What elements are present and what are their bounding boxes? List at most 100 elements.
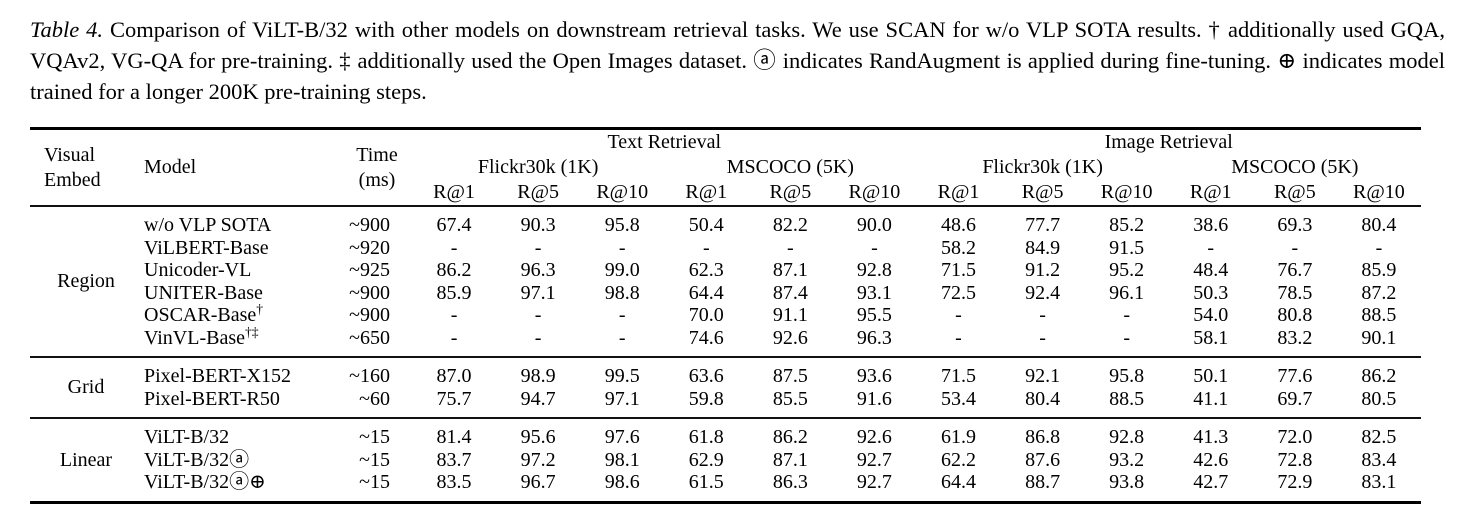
metric-value: 86.2 [436, 259, 472, 281]
metric-label: R@10 [1100, 181, 1153, 203]
metric-value: 95.6 [520, 426, 556, 448]
metric-value: 96.3 [856, 326, 892, 349]
group-header-row: Visual Embed Model Time (ms) Text Retrieva… [30, 129, 1421, 191]
metric-value: 92.6 [772, 326, 808, 349]
metric-label: R@5 [769, 181, 812, 203]
metric-value: 95.5 [856, 304, 892, 326]
metric-value: 88.7 [1025, 471, 1061, 493]
metric-value: 58.2 [941, 236, 976, 259]
model-row: ViLBERT-Base ~920 - - - - - - 58.2 84.9 91.5 - - - [30, 237, 1421, 260]
metric-value: 96.7 [520, 471, 556, 493]
metric-value: 86.2 [1361, 365, 1397, 387]
metric-label: R@5 [1021, 181, 1064, 203]
metric-value: 76.7 [1277, 259, 1313, 281]
metric-label: R@1 [433, 181, 475, 203]
metric-value: 62.2 [941, 448, 976, 471]
metric-value: 63.6 [688, 365, 724, 387]
inference-time: ~15 [359, 471, 390, 493]
metric-value: 80.8 [1277, 304, 1313, 326]
metric-value: 83.7 [436, 448, 472, 471]
model-row: ViLT-B/32ⓐ ~15 83.7 97.2 98.1 62.9 87.1 92.7 62.… [30, 449, 1421, 472]
metric-value: 95.8 [604, 214, 640, 236]
metric-value: 75.7 [436, 387, 472, 410]
metric-value: 62.9 [688, 448, 724, 471]
visual-embed-header-line1: Visual [44, 143, 96, 166]
model-row: VinVL-Base†‡ ~650 - - - 74.6 92.6 96.3 - - - 58.1 83… [30, 323, 1421, 358]
metric-label: R@10 [1353, 181, 1405, 203]
metric-value: 72.8 [1277, 448, 1313, 471]
metric-value: 50.3 [1193, 281, 1229, 304]
metric-value: 91.5 [1109, 236, 1145, 259]
model-row: Pixel-BERT-R50 ~60 75.7 94.7 97.1 59.8 85.5 91.… [30, 388, 1421, 419]
metric-value: 90.1 [1361, 326, 1397, 349]
model-name: VinVL-Base†‡ [144, 323, 259, 349]
metric-value: 80.4 [1025, 387, 1061, 410]
metric-value: 80.4 [1361, 214, 1397, 236]
metric-value: 38.6 [1193, 214, 1229, 236]
metric-value: 87.2 [1361, 281, 1397, 304]
inference-time: ~160 [349, 365, 390, 387]
metric-value: 83.1 [1361, 471, 1397, 493]
metric-value: 78.5 [1277, 281, 1313, 304]
metric-value: 85.5 [772, 387, 808, 410]
model-row: Grid Pixel-BERT-X152 ~160 87.0 98.9 99.5 63.6 8… [30, 357, 1421, 398]
model-row: Unicoder-VL ~925 86.2 96.3 99.0 62.3 87.1 92.8 7… [30, 259, 1421, 282]
metric-value: - [450, 326, 458, 349]
metric-value: 71.5 [941, 259, 976, 281]
metric-value: 99.0 [604, 259, 640, 281]
inference-time: ~900 [349, 281, 390, 304]
embed-group-linear: Linear ViLT-B/32 ~15 81.4 95.6 97.6 61.8 86.2 92… [30, 418, 1421, 502]
metric-value: 97.1 [520, 281, 556, 304]
metric-value: - [955, 326, 962, 349]
caption-label: Table 4. [30, 17, 103, 42]
table-header: Visual Embed Model Time (ms) Text Retrieva… [30, 129, 1421, 206]
metric-value: 88.5 [1361, 304, 1397, 326]
metric-value: 69.7 [1277, 387, 1313, 410]
visual-embed-header-line2: Embed [44, 168, 101, 191]
metric-value: - [1207, 236, 1215, 259]
metric-value: 83.4 [1361, 448, 1397, 471]
metric-value: 72.0 [1277, 426, 1313, 448]
metric-label: R@10 [596, 181, 649, 203]
metric-value: 86.2 [772, 426, 808, 448]
metric-value: 97.2 [520, 448, 556, 471]
metric-value: 84.9 [1025, 236, 1061, 259]
metric-value: 98.6 [604, 471, 640, 493]
inference-time: ~60 [359, 387, 390, 410]
metric-value: 86.8 [1025, 426, 1061, 448]
metric-value: - [787, 236, 794, 259]
results-table-container: Visual Embed Model Time (ms) Text Retrieva… [30, 127, 1421, 504]
visual-embed-label: Region [57, 270, 115, 293]
metric-value: 90.3 [520, 214, 556, 236]
model-footnote-marker: †‡ [245, 323, 259, 339]
metric-value: 93.2 [1109, 448, 1145, 471]
metric-value: 59.8 [688, 387, 724, 410]
metric-value: 77.6 [1277, 365, 1313, 387]
model-row: OSCAR-Base† ~900 - - - 70.0 91.1 95.5 - - - 54.0 80.… [30, 302, 1421, 327]
metric-value: 92.8 [1109, 426, 1145, 448]
inference-time: ~15 [359, 448, 390, 471]
results-table: Visual Embed Model Time (ms) Text Retrieva… [30, 127, 1421, 504]
tr-flickr30k-header: Flickr30k (1K) [477, 156, 599, 178]
metric-value: 81.4 [436, 426, 472, 448]
model-name: w/o VLP SOTA [144, 214, 272, 236]
inference-time: ~650 [349, 326, 390, 349]
metric-value: 61.5 [688, 471, 724, 493]
metric-value: 42.7 [1193, 471, 1229, 493]
visual-embed-header: Visual Embed [30, 129, 142, 207]
metric-value: 58.1 [1193, 326, 1229, 349]
metric-value: 92.1 [1025, 365, 1061, 387]
metric-value: 72.5 [941, 281, 976, 304]
metric-value: 41.1 [1193, 387, 1229, 410]
model-name: Unicoder-VL [144, 259, 252, 281]
metric-value: 53.4 [941, 387, 976, 410]
metric-value: 97.1 [604, 387, 640, 410]
metric-value: 95.2 [1109, 259, 1145, 281]
metric-value: 61.9 [941, 426, 976, 448]
metric-value: 90.0 [856, 214, 892, 236]
metric-value: - [618, 236, 626, 259]
inference-time: ~925 [349, 259, 390, 281]
model-name: Pixel-BERT-X152 [144, 365, 291, 387]
metric-value: 74.6 [688, 326, 724, 349]
metric-value: 91.6 [856, 387, 892, 410]
